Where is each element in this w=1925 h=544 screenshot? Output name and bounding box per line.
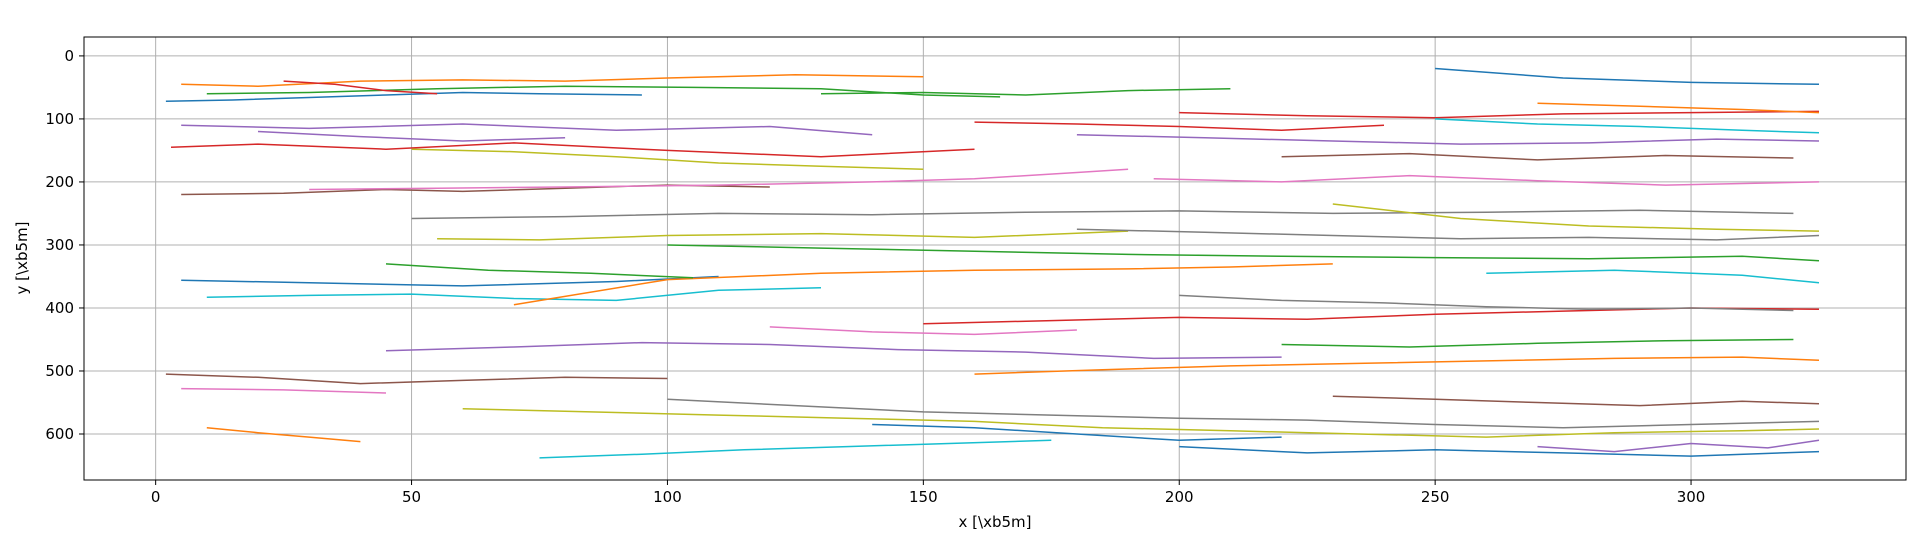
- y-tick-label: 200: [45, 173, 74, 191]
- x-tick-label: 250: [1421, 488, 1450, 506]
- trajectory-line: [170, 142, 975, 158]
- trajectory-line: [181, 74, 924, 87]
- trajectory-line: [181, 387, 387, 394]
- trajectory-line: [974, 121, 1385, 132]
- trajectory-line: [1281, 338, 1794, 348]
- trajectory-line: [309, 168, 1129, 191]
- trajectory-line: [165, 373, 668, 385]
- trajectory-line: [667, 244, 1820, 262]
- trajectory-line: [1153, 174, 1820, 186]
- x-tick-label: 300: [1677, 488, 1706, 506]
- x-tick-label: 0: [151, 488, 161, 506]
- trajectory-line: [1179, 110, 1820, 119]
- trajectory-line: [1179, 294, 1794, 312]
- trajectory-line: [437, 230, 1129, 241]
- trajectory-line: [1281, 152, 1794, 161]
- trajectory-line: [974, 356, 1820, 375]
- x-axis-label: x [\xb5m]: [959, 513, 1032, 531]
- trajectory-line: [283, 80, 438, 95]
- trajectory-line: [257, 130, 566, 142]
- plot-frame: [83, 36, 1907, 481]
- trajectory-line: [513, 263, 1333, 306]
- trajectory-line: [539, 439, 1052, 459]
- y-axis-label: y [\xb5m]: [13, 222, 31, 295]
- trajectory-line: [385, 263, 694, 279]
- x-tick-label: 100: [653, 488, 682, 506]
- y-tick-label: 100: [45, 110, 74, 128]
- trajectory-line: [385, 341, 1282, 360]
- trajectory-line: [1332, 203, 1820, 232]
- x-tick-label: 150: [909, 488, 938, 506]
- gridlines: [84, 37, 1906, 480]
- trajectory-line: [667, 398, 1820, 429]
- trajectories: [165, 67, 1820, 459]
- trajectory-line: [462, 408, 1820, 438]
- trajectory-line: [1537, 439, 1820, 453]
- trajectory-line: [1076, 228, 1820, 241]
- trajectory-line: [181, 275, 719, 287]
- x-tick-label: 200: [1165, 488, 1194, 506]
- trajectory-line: [1076, 133, 1820, 145]
- trajectory-line: [165, 91, 642, 103]
- y-tick-label: 300: [45, 236, 74, 254]
- trajectory-line: [181, 123, 873, 136]
- trajectory-line: [206, 85, 1001, 98]
- ticks: 0 50 100 150 200 250 300 0 100 200 300 400 500 600: [45, 47, 1705, 506]
- trajectory-line: [1179, 445, 1820, 457]
- trajectory-line: [872, 423, 1282, 442]
- y-tick-label: 400: [45, 299, 74, 317]
- trajectory-line: [411, 209, 1794, 220]
- y-tick-label: 600: [45, 425, 74, 443]
- y-tick-label: 500: [45, 362, 74, 380]
- trajectory-line: [411, 148, 924, 171]
- trajectory-line: [1537, 102, 1820, 114]
- trajectory-line: [1332, 395, 1820, 407]
- trajectory-line: [206, 287, 822, 302]
- trajectory-line: [1435, 118, 1820, 134]
- trajectory-line: [1486, 269, 1820, 284]
- y-tick-label: 0: [64, 47, 74, 65]
- trajectory-line: [769, 326, 1077, 336]
- trajectory-line: [1435, 67, 1820, 86]
- trajectory-line: [206, 426, 361, 443]
- x-tick-label: 50: [402, 488, 421, 506]
- trajectory-line: [820, 87, 1231, 96]
